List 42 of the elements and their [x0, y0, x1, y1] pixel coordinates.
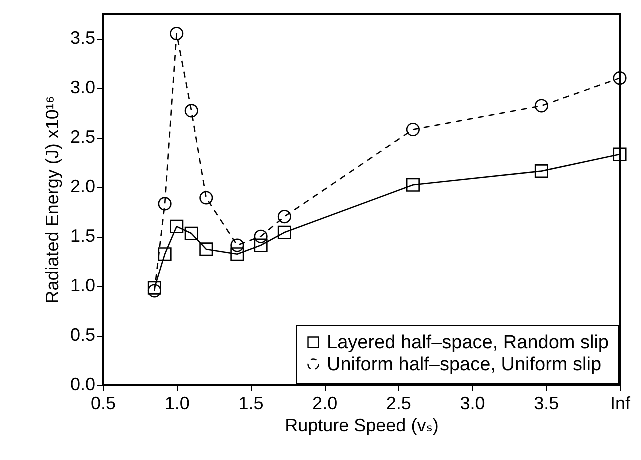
x-tick-label: 1.0	[164, 394, 190, 414]
y-tick-label: 3.5	[70, 28, 96, 48]
point	[406, 178, 420, 192]
point	[158, 197, 172, 211]
x-tick-label: 1.5	[238, 394, 264, 414]
point	[158, 248, 172, 262]
point	[254, 230, 268, 244]
point	[184, 104, 198, 118]
y-tick-label: 0.0	[70, 374, 96, 394]
x-tick-label: 2.5	[386, 394, 412, 414]
point	[534, 164, 548, 178]
point	[230, 238, 244, 252]
x-tick-label: 0.5	[90, 394, 116, 414]
y-tick-label: 1.5	[70, 226, 96, 246]
x-tick-label: 3.5	[534, 394, 560, 414]
x-axis-title: Rupture Speed (vₛ)	[285, 416, 439, 436]
y-tick-label: 3.0	[70, 78, 96, 98]
point	[254, 238, 268, 252]
point	[406, 122, 420, 137]
point	[278, 210, 292, 224]
legend-label: Layered half–space, Random slip	[327, 332, 610, 354]
point	[200, 242, 214, 256]
x-tick-label: 2.0	[312, 394, 338, 414]
point	[278, 226, 292, 240]
point	[148, 284, 162, 298]
point	[148, 281, 162, 295]
point	[170, 27, 184, 41]
point	[200, 191, 214, 205]
point	[184, 226, 198, 240]
point	[613, 148, 627, 162]
y-tick-label: 0.5	[70, 325, 96, 346]
y-tick-label: 2.0	[70, 176, 96, 197]
point	[170, 220, 184, 234]
legend-label: Uniform half–space, Uniform slip	[327, 354, 602, 376]
x-tick-label: 3.0	[460, 394, 486, 414]
point	[534, 99, 548, 113]
y-tick-label: 1.0	[70, 276, 96, 296]
x-tick-label: Inf	[610, 394, 632, 414]
y-axis-title: Radiated Energy (J) x10¹⁶	[42, 96, 62, 304]
point	[613, 72, 627, 86]
y-tick-label: 2.5	[70, 127, 96, 148]
point	[230, 248, 244, 262]
